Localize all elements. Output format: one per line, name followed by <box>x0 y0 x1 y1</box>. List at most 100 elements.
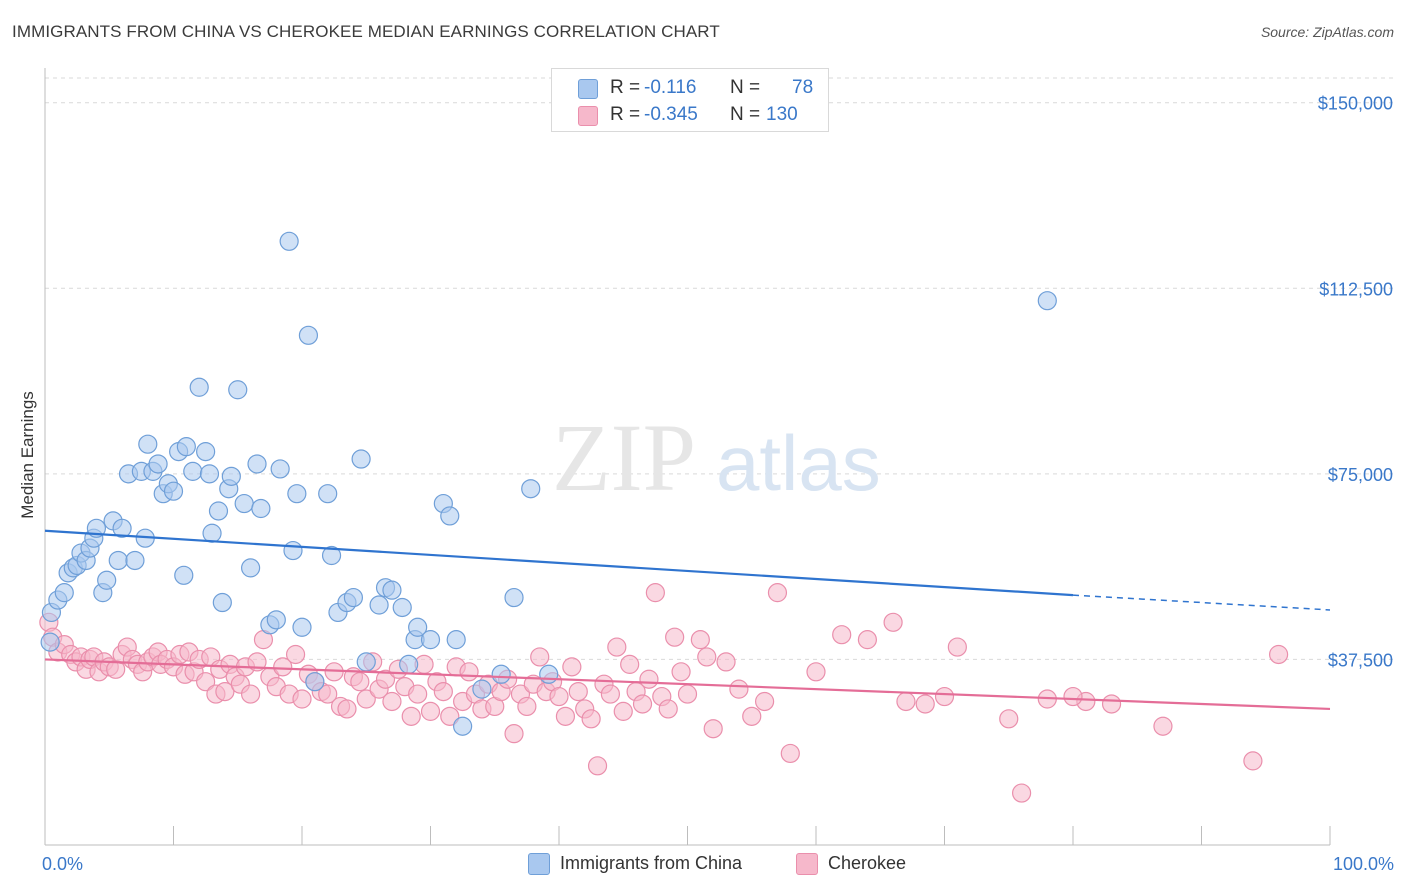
data-point <box>697 647 717 667</box>
data-point <box>285 644 306 665</box>
data-point <box>97 570 117 590</box>
data-point <box>517 696 537 717</box>
data-point <box>356 652 376 672</box>
data-point <box>54 583 74 603</box>
y-tick-label: $37,500 <box>1328 650 1393 670</box>
data-point <box>1268 644 1289 665</box>
data-point <box>337 699 357 719</box>
legend-n-label: N = <box>730 104 761 125</box>
data-point <box>228 380 248 400</box>
y-tick-label: $150,000 <box>1318 94 1393 114</box>
legend-label: Immigrants from China <box>560 853 743 873</box>
data-point <box>189 377 209 397</box>
data-point <box>690 630 710 650</box>
data-point <box>287 484 307 504</box>
data-point <box>382 691 402 712</box>
watermark-zip: ZIP <box>552 404 696 511</box>
data-point <box>215 681 235 702</box>
data-point <box>453 716 473 736</box>
data-point <box>832 625 852 645</box>
data-point <box>196 442 216 462</box>
data-point <box>148 454 168 474</box>
data-point <box>138 434 158 454</box>
data-point <box>613 701 633 721</box>
legend-r-label: R = <box>610 77 641 98</box>
data-point <box>530 647 550 667</box>
trend-line <box>44 529 1074 597</box>
data-point <box>639 669 659 689</box>
trend-line-extension <box>1072 594 1331 611</box>
data-point <box>607 637 627 657</box>
data-point <box>408 617 428 637</box>
data-point <box>433 681 453 702</box>
data-point <box>658 699 678 719</box>
data-point <box>174 565 194 585</box>
data-point <box>587 756 608 776</box>
data-point <box>321 545 342 566</box>
data-point <box>420 630 441 650</box>
data-point <box>251 498 271 519</box>
data-point <box>491 664 511 684</box>
data-point <box>521 479 541 499</box>
trend-lines <box>44 529 1331 711</box>
legend-n-label: N = <box>730 77 761 98</box>
chart-title: IMMIGRANTS FROM CHINA VS CHEROKEE MEDIAN… <box>12 22 720 41</box>
data-point <box>108 550 128 571</box>
x-tick-label: 100.0% <box>1333 854 1394 874</box>
watermark: ZIP atlas <box>552 404 881 511</box>
data-point <box>208 501 229 521</box>
legend-row-pink: R = -0.345 N = 130 <box>552 102 828 128</box>
axes <box>44 68 1331 846</box>
y-tick-label: $75,000 <box>1328 465 1393 485</box>
series-immigrants-from-china <box>40 231 1057 736</box>
data-point <box>729 679 749 699</box>
data-point <box>292 689 312 709</box>
legend-label: Cherokee <box>828 853 907 873</box>
data-point <box>369 595 389 615</box>
data-point <box>555 706 576 726</box>
data-point <box>241 558 261 578</box>
data-point <box>283 540 303 561</box>
data-point <box>163 481 184 501</box>
data-point <box>273 657 293 677</box>
data-point <box>196 672 216 692</box>
data-point <box>266 610 286 630</box>
data-point <box>677 684 698 704</box>
data-point <box>645 583 665 603</box>
data-point <box>915 694 935 714</box>
data-point <box>318 684 338 704</box>
legend-r-value: -0.345 <box>644 104 698 125</box>
data-point <box>112 518 132 538</box>
legend-n-value: 78 <box>792 77 814 98</box>
data-point <box>292 617 312 637</box>
data-point <box>1037 291 1057 311</box>
data-point <box>382 580 402 600</box>
data-point <box>270 459 290 479</box>
data-point <box>632 694 653 714</box>
data-point <box>446 630 466 650</box>
data-point <box>1153 716 1173 736</box>
data-point <box>351 449 371 469</box>
watermark-atlas: atlas <box>716 419 881 507</box>
y-tick-label: $112,500 <box>1319 279 1393 299</box>
data-point <box>125 550 145 571</box>
data-point <box>375 669 396 689</box>
data-point <box>356 689 376 709</box>
data-point <box>504 587 524 608</box>
legend-r-label: R = <box>610 104 641 125</box>
data-point <box>392 597 412 618</box>
data-point <box>671 662 691 682</box>
data-point <box>183 461 203 481</box>
correlation-legend: R = -0.116 N = 78 R = -0.345 N = 130 <box>551 68 829 132</box>
data-point <box>581 709 601 729</box>
data-point <box>247 454 267 474</box>
data-point <box>408 684 428 704</box>
data-point <box>600 684 621 704</box>
data-point <box>999 709 1019 729</box>
legend-r-value: -0.116 <box>644 77 697 98</box>
y-axis-title: Median Earnings <box>18 391 37 519</box>
tick-labels: Median Earnings $37,500 $75,000 $112,500 $1… <box>18 94 1394 874</box>
data-point <box>459 662 479 682</box>
data-point <box>562 657 582 677</box>
data-point <box>420 701 441 721</box>
